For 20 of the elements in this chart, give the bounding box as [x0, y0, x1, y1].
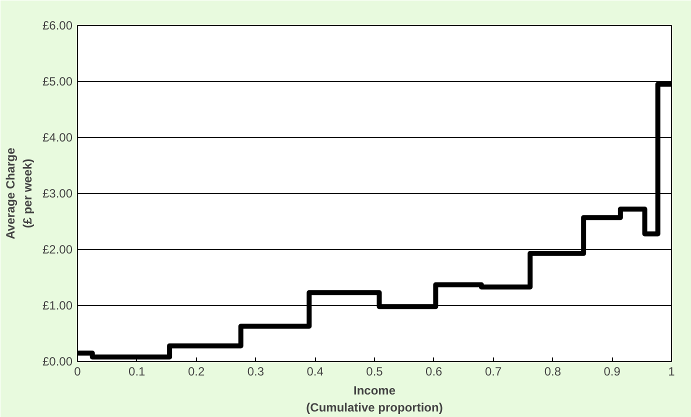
x-tick-label: 0.1 [128, 364, 146, 378]
y-tick-label: £1.00 [42, 298, 73, 312]
y-axis-title: Average Charge (£ per week) [4, 147, 34, 240]
x-tick-label: 0.7 [484, 364, 502, 378]
x-tick-label: 0.3 [247, 364, 264, 378]
x-tick-label: 0.9 [604, 364, 621, 378]
x-tick-label: 0.4 [306, 364, 324, 378]
x-tick-label: 0.6 [426, 364, 443, 378]
x-tick-label: 0 [74, 364, 82, 378]
x-tick-label: 1 [668, 364, 676, 378]
y-tick-label: £6.00 [42, 18, 73, 32]
y-tick-label: £2.00 [42, 242, 73, 256]
y-tick-label: £3.00 [42, 186, 73, 200]
x-tick-label: 0.5 [366, 364, 384, 378]
x-tick-label: 0.2 [188, 364, 205, 378]
x-axis-title: Income (Cumulative proportion) [306, 384, 443, 414]
y-tick-label: £0.00 [42, 354, 73, 368]
y-tick-label: £4.00 [42, 130, 73, 144]
x-tick-label: 0.8 [544, 364, 562, 378]
y-tick-label: £5.00 [42, 74, 73, 88]
